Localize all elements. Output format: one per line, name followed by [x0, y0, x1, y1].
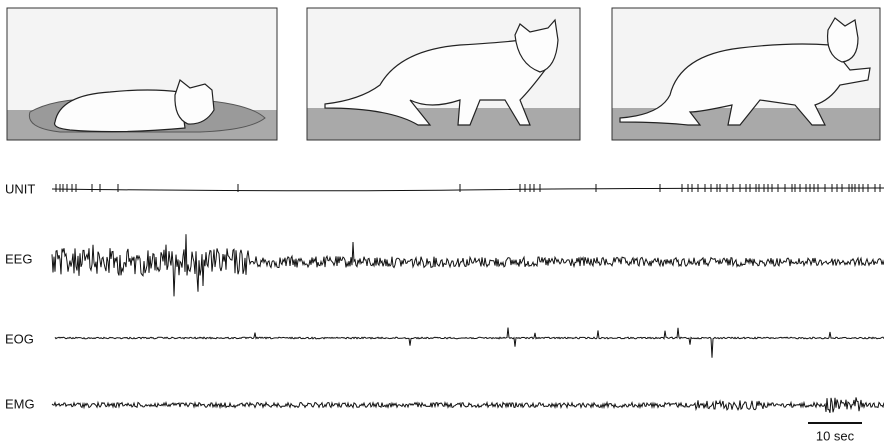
trace-label: EEG	[5, 251, 32, 266]
eeg-trace	[51, 234, 884, 297]
trace-label: EMG	[5, 396, 35, 411]
trace-label: EOG	[5, 331, 34, 346]
cat-body	[53, 89, 186, 133]
cat-head	[174, 78, 215, 125]
cat-head	[826, 17, 859, 63]
cat-body	[619, 43, 871, 126]
emg-trace	[51, 397, 884, 414]
scale-bar-label: 10 sec	[816, 428, 855, 443]
panel-awake	[306, 7, 581, 141]
cat-head	[514, 18, 559, 73]
trace-label: UNIT	[5, 181, 35, 196]
floor	[307, 108, 580, 140]
cat-body	[324, 39, 546, 126]
unit-spikes	[55, 184, 881, 192]
eog-trace	[54, 327, 884, 358]
panel-sleep	[6, 7, 278, 141]
panel-active	[611, 7, 881, 141]
